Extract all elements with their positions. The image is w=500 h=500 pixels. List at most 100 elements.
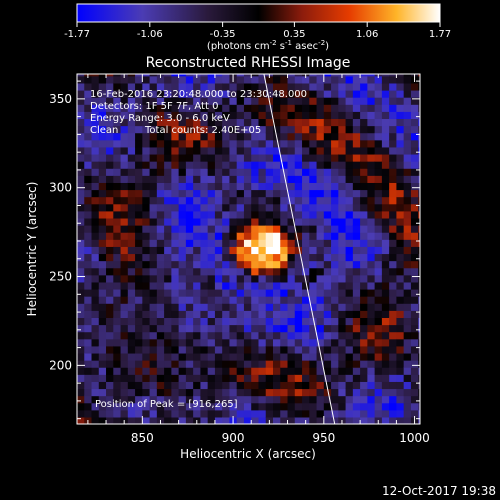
heatmap-cell: [106, 331, 114, 340]
heatmap-cell: [251, 296, 260, 304]
heatmap-cell: [345, 416, 354, 424]
heatmap-cell: [403, 153, 412, 162]
heatmap-cell: [360, 267, 368, 276]
heatmap-cell: [142, 303, 151, 311]
heatmap-cell: [243, 203, 252, 212]
heatmap-cell: [164, 367, 172, 375]
heatmap-cell: [316, 331, 325, 340]
heatmap-cell: [352, 168, 361, 176]
heatmap-cell: [287, 118, 296, 127]
heatmap-cell: [77, 352, 85, 361]
heatmap-cell: [294, 139, 303, 148]
heatmap-cell: [345, 338, 354, 347]
heatmap-cell: [367, 345, 376, 354]
heatmap-cell: [410, 217, 419, 226]
heatmap-cell: [338, 104, 347, 112]
heatmap-cell: [185, 104, 194, 112]
heatmap-cell: [418, 253, 420, 262]
heatmap-cell: [389, 381, 398, 390]
heatmap-image: [77, 74, 420, 424]
heatmap-cell: [113, 274, 122, 283]
heatmap-cell: [135, 97, 143, 105]
heatmap-cell: [287, 225, 296, 233]
heatmap-cell: [156, 146, 165, 155]
heatmap-cell: [135, 175, 143, 183]
heatmap-cell: [84, 168, 93, 176]
heatmap-cell: [243, 132, 252, 141]
heatmap-cell: [243, 161, 252, 169]
heatmap-cell: [316, 189, 325, 198]
heatmap-cell: [149, 267, 158, 276]
heatmap-cell: [316, 210, 325, 219]
heatmap-cell: [302, 82, 310, 91]
heatmap-cell: [389, 161, 398, 169]
heatmap-cell: [164, 89, 172, 98]
heatmap-cell: [171, 111, 180, 120]
heatmap-cell: [280, 153, 289, 162]
heatmap-cell: [229, 189, 238, 198]
heatmap-cell: [127, 416, 136, 424]
heatmap-cell: [381, 89, 390, 98]
heatmap-cell: [403, 274, 412, 283]
heatmap-cell: [389, 132, 398, 141]
heatmap-cell: [149, 352, 158, 361]
heatmap-cell: [120, 388, 129, 397]
heatmap-cell: [403, 210, 412, 219]
heatmap-cell: [229, 153, 238, 162]
heatmap-cell: [214, 267, 223, 276]
heatmap-cell: [171, 82, 180, 91]
heatmap-cell: [287, 168, 296, 176]
heatmap-cell: [374, 310, 383, 318]
heatmap-cell: [374, 104, 383, 112]
heatmap-cell: [127, 395, 136, 404]
heatmap-cell: [418, 111, 420, 120]
heatmap-cell: [229, 345, 238, 354]
heatmap-cell: [302, 388, 310, 397]
heatmap-cell: [294, 274, 303, 283]
heatmap-cell: [294, 395, 303, 404]
heatmap-cell: [418, 288, 420, 297]
heatmap-cell: [171, 97, 180, 105]
heatmap-cell: [418, 246, 420, 255]
heatmap-cell: [156, 388, 165, 397]
heatmap-cell: [229, 125, 238, 134]
heatmap-cell: [323, 74, 332, 77]
heatmap-cell: [113, 296, 122, 304]
heatmap-cell: [84, 303, 93, 311]
heatmap-cell: [236, 97, 245, 105]
annotation-time-range: 16-Feb-2016 23:20:48.000 to 23:30:48.000: [90, 89, 307, 100]
heatmap-cell: [360, 317, 368, 326]
heatmap-cell: [331, 360, 339, 368]
heatmap-cell: [156, 89, 165, 98]
heatmap-cell: [106, 210, 114, 219]
heatmap-cell: [251, 161, 260, 169]
heatmap-cell: [178, 360, 187, 368]
heatmap-cell: [396, 324, 405, 333]
heatmap-cell: [77, 360, 85, 368]
heatmap-cell: [200, 260, 209, 269]
heatmap-cell: [84, 360, 93, 368]
heatmap-cell: [127, 82, 136, 91]
heatmap-cell: [236, 360, 245, 368]
heatmap-cell: [280, 317, 289, 326]
heatmap-cell: [258, 402, 267, 411]
heatmap-cell: [106, 360, 114, 368]
heatmap-cell: [193, 175, 202, 183]
heatmap-cell: [309, 239, 318, 247]
heatmap-cell: [403, 288, 412, 297]
heatmap-cell: [403, 260, 412, 269]
heatmap-cell: [106, 253, 114, 262]
heatmap-cell: [294, 338, 303, 347]
heatmap-cell: [84, 146, 93, 155]
heatmap-cell: [273, 338, 281, 347]
heatmap-cell: [389, 388, 398, 397]
heatmap-cell: [287, 288, 296, 297]
heatmap-cell: [323, 139, 332, 148]
heatmap-cell: [200, 253, 209, 262]
heatmap-cell: [280, 75, 289, 84]
heatmap-cell: [331, 125, 339, 134]
heatmap-cell: [418, 352, 420, 361]
heatmap-cell: [389, 274, 398, 283]
heatmap-cell: [316, 324, 325, 333]
